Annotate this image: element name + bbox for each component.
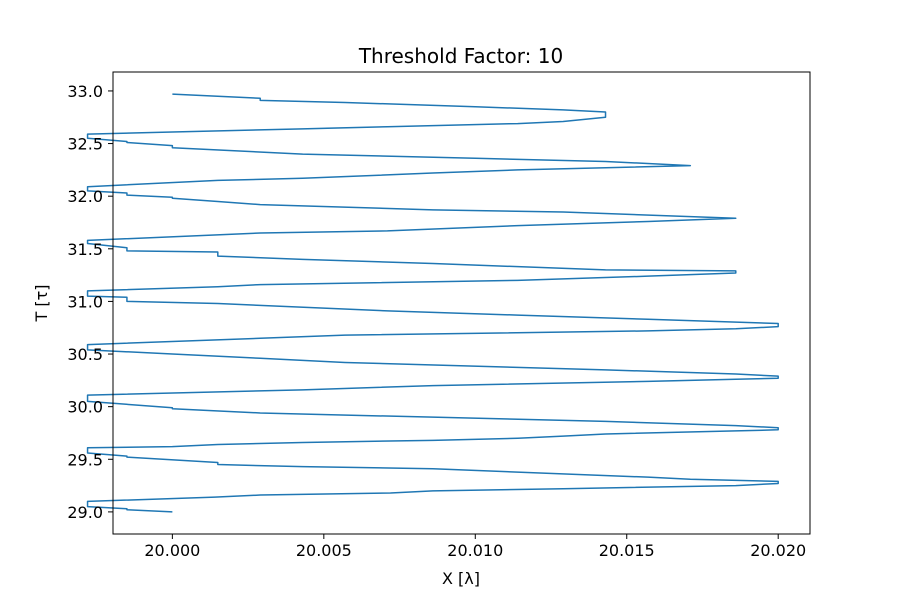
x-tick-label: 20.005 (296, 541, 352, 560)
x-tick-label: 20.020 (750, 541, 806, 560)
x-tick-label: 20.010 (447, 541, 503, 560)
y-tick-label: 31.5 (67, 240, 103, 259)
y-tick-label: 30.5 (67, 345, 103, 364)
y-axis-ticks: 29.0 29.5 30.0 30.5 31.0 31.5 32.0 32.5 33.0 (67, 82, 113, 522)
x-tick-label: 20.015 (599, 541, 655, 560)
plot-frame (112, 71, 811, 535)
y-tick-label: 29.5 (67, 450, 103, 469)
plot-background (113, 72, 810, 534)
y-tick-label: 32.0 (67, 187, 103, 206)
y-tick-label: 32.5 (67, 135, 103, 154)
y-axis-label: T [τ] (32, 285, 51, 323)
series-line-0 (86, 93, 779, 513)
x-axis-label: X [λ] (442, 569, 480, 588)
chart-title: Threshold Factor: 10 (358, 44, 563, 68)
y-tick-label: 31.0 (67, 292, 103, 311)
y-tick-label: 33.0 (67, 82, 103, 101)
y-tick-label: 29.0 (67, 503, 103, 522)
series-layer (86, 93, 779, 513)
y-tick-label: 30.0 (67, 398, 103, 417)
x-tick-label: 20.000 (144, 541, 200, 560)
x-axis-ticks: 20.000 20.005 20.010 20.015 20.020 (144, 534, 806, 560)
